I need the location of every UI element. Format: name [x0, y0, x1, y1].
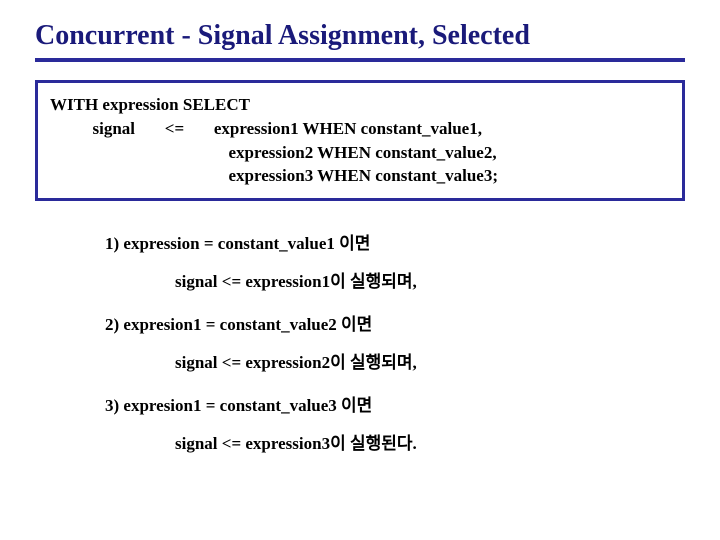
explain-sub-2: signal <= expression2이 실행되며, — [105, 350, 685, 376]
syntax-line-3: expression2 WHEN constant_value2, — [50, 141, 670, 165]
syntax-box: WITH expression SELECT signal <= express… — [35, 80, 685, 201]
syntax-line-2: signal <= expression1 WHEN constant_valu… — [50, 117, 670, 141]
explain-sub-1: signal <= expression1이 실행되며, — [105, 269, 685, 295]
explain-item-2: 2) expresion1 = constant_value2 이면 — [105, 312, 685, 338]
explain-sub-3: signal <= expression3이 실행된다. — [105, 431, 685, 457]
explanation-block: 1) expression = constant_value1 이면 signa… — [35, 231, 685, 456]
explain-item-3: 3) expresion1 = constant_value3 이면 — [105, 393, 685, 419]
syntax-line-1: WITH expression SELECT — [50, 93, 670, 117]
page-title: Concurrent - Signal Assignment, Selected — [35, 20, 685, 62]
explain-item-1: 1) expression = constant_value1 이면 — [105, 231, 685, 257]
syntax-line-4: expression3 WHEN constant_value3; — [50, 164, 670, 188]
